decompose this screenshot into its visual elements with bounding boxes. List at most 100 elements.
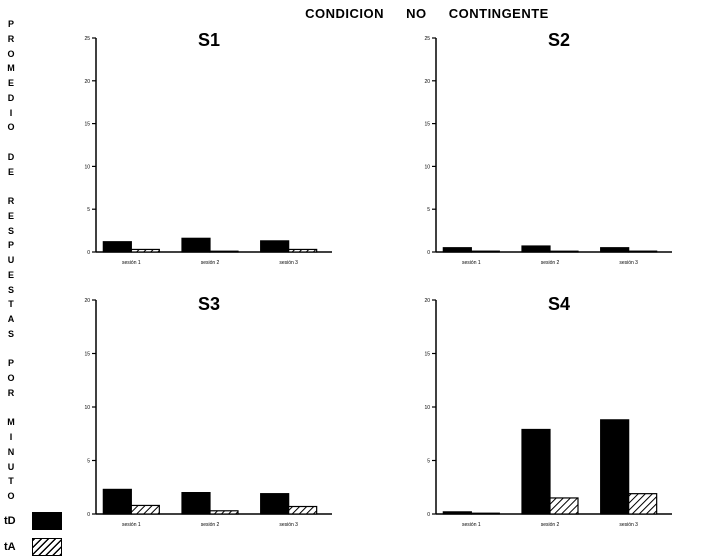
- bar-ta: [130, 248, 160, 253]
- x-tick-label: sesión 1: [122, 522, 141, 528]
- y-axis-title-letter: T: [8, 299, 14, 310]
- y-axis-title-letter: U: [7, 255, 15, 265]
- y-axis-title-letter: M: [7, 417, 15, 428]
- y-axis-title-letter: I: [9, 107, 13, 118]
- bar-ta: [288, 505, 318, 515]
- x-tick-label: sesión 1: [462, 522, 481, 528]
- bar-ta: [288, 248, 318, 253]
- y-tick-label: 5: [427, 459, 430, 465]
- legend-item-ta: tA: [4, 536, 62, 558]
- panel-title: S4: [548, 294, 571, 314]
- legend-swatch-hatch: [32, 538, 62, 556]
- y-axis-title-gap: [10, 182, 13, 190]
- y-tick-label: 10: [424, 164, 430, 170]
- bar-td: [260, 240, 290, 253]
- bar-td: [181, 492, 211, 515]
- y-tick-label: 0: [87, 512, 90, 518]
- bar-ta: [549, 250, 579, 253]
- y-axis-title-letter: E: [7, 210, 14, 221]
- y-axis-title-letter: O: [7, 122, 15, 133]
- x-tick-label: sesión 2: [541, 522, 560, 528]
- bar-td: [181, 237, 211, 253]
- bar-td: [442, 247, 472, 253]
- y-tick-label: 25: [84, 36, 90, 42]
- chart-svg: 0 5 10 15 20 25 sesión 1 sesión 2 sesión 3: [424, 36, 672, 266]
- x-tick-label: sesión 2: [541, 260, 560, 266]
- bar-ta: [209, 250, 239, 253]
- bar-td: [102, 241, 132, 253]
- panel-title: S3: [198, 294, 221, 314]
- bar-ta: [209, 510, 239, 515]
- chart-panel-s4: S4 0 5 10 15 20 sesión 1 sesión 2 sesión 3: [410, 290, 690, 530]
- y-axis-title-letter: S: [7, 284, 14, 295]
- y-axis-title-letter: S: [7, 328, 14, 339]
- y-axis-title-letter: E: [7, 78, 14, 88]
- y-tick-label: 15: [84, 352, 90, 358]
- legend-swatch-solid: [32, 512, 62, 530]
- chart-svg: 0 5 10 15 20 sesión 1 sesión 2 sesión 3: [84, 298, 332, 528]
- bar-td: [102, 488, 132, 515]
- y-tick-label: 25: [424, 36, 430, 42]
- y-axis-title-letter: O: [7, 48, 15, 59]
- legend-label: tD: [4, 515, 16, 527]
- y-axis-title-letter: P: [7, 240, 14, 251]
- y-axis-title-letter: N: [7, 446, 15, 457]
- y-tick-label: 0: [87, 250, 90, 256]
- panel-title: S2: [548, 30, 571, 50]
- x-tick-label: sesión 3: [279, 260, 298, 266]
- y-tick-label: 20: [424, 79, 430, 85]
- bar-td: [521, 428, 551, 515]
- bar-ta: [549, 497, 579, 515]
- x-tick-label: sesión 2: [201, 522, 220, 528]
- y-axis-title-gap: [10, 138, 13, 146]
- x-tick-label: sesión 1: [462, 260, 481, 266]
- y-tick-label: 5: [87, 459, 90, 465]
- y-tick-label: 0: [427, 250, 430, 256]
- y-axis-title-letter: T: [8, 476, 14, 487]
- y-axis-title-letter: R: [7, 387, 15, 398]
- panel-title: S1: [198, 30, 221, 50]
- bar-ta: [470, 250, 500, 253]
- y-axis-title-letter: D: [7, 151, 15, 162]
- y-tick-label: 15: [84, 122, 90, 128]
- x-tick-label: sesión 2: [201, 260, 220, 266]
- y-tick-label: 20: [424, 298, 430, 304]
- y-tick-label: 5: [87, 207, 90, 213]
- y-axis-title-letter: P: [7, 358, 14, 369]
- x-tick-label: sesión 3: [619, 522, 638, 528]
- y-axis-title-letter: S: [7, 225, 14, 236]
- x-tick-label: sesión 1: [122, 260, 141, 266]
- chart-svg: 0 5 10 15 20 25 sesión 1 sesión 2 sesión 3: [84, 36, 332, 266]
- bar-td: [442, 511, 472, 515]
- y-axis-title-gap: [10, 345, 13, 353]
- y-axis-title-letter: I: [9, 432, 13, 442]
- x-tick-label: sesión 3: [619, 260, 638, 266]
- y-axis-title-letter: O: [7, 491, 15, 501]
- y-tick-label: 20: [84, 79, 90, 85]
- chart-panel-s2: S2 0 5 10 15 20 25 sesión 1 sesión 2 sesión 3: [410, 28, 690, 268]
- chart-svg: 0 5 10 15 20 sesión 1 sesión 2 sesión 3: [424, 298, 672, 528]
- legend: tD tA: [4, 508, 94, 560]
- legend-label: tA: [4, 541, 16, 553]
- y-tick-label: 15: [424, 352, 430, 358]
- y-axis-title-letter: O: [7, 373, 15, 383]
- bar-td: [600, 419, 630, 515]
- y-tick-label: 5: [427, 207, 430, 213]
- y-tick-label: 10: [84, 164, 90, 170]
- y-axis-title-letter: R: [7, 33, 15, 44]
- bar-ta: [628, 493, 658, 515]
- y-axis-title-letter: M: [7, 63, 15, 74]
- legend-item-td: tD: [4, 510, 62, 532]
- y-axis-title-letter: P: [7, 19, 14, 29]
- chart-panel-s1: S1 0 5 10 15 20 25 sesión 1 sesión 2 sesión 3: [70, 28, 350, 268]
- y-axis-title-letter: U: [7, 461, 15, 472]
- bar-td: [600, 247, 630, 253]
- chart-panel-s3: S3 0 5 10 15 20 sesión 1 sesión 2 sesión 3: [70, 290, 350, 530]
- y-tick-label: 0: [427, 512, 430, 518]
- y-tick-label: 20: [84, 298, 90, 304]
- y-axis-title-letter: E: [7, 166, 14, 177]
- bar-ta: [628, 250, 658, 253]
- y-axis-title-letter: D: [7, 92, 15, 103]
- y-axis-title-letter: A: [7, 314, 15, 324]
